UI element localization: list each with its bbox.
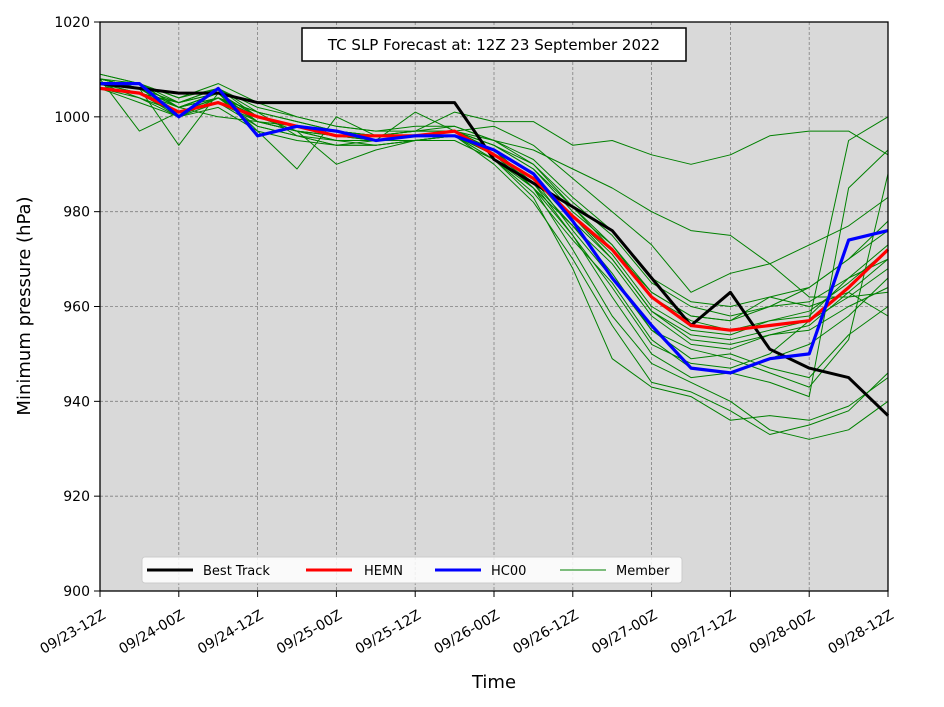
legend-label-member: Member [616, 564, 670, 579]
x-axis-label: Time [471, 672, 516, 693]
x-tick-label: 09/27-00Z [589, 607, 660, 657]
best-track-line [99, 82, 890, 417]
x-tick-label: 09/26-12Z [510, 607, 581, 657]
y-tick-label: 920 [63, 489, 90, 505]
legend: Best Track HEMN HC00 Member [141, 556, 683, 584]
hc00-line [100, 81, 889, 375]
member-line [99, 83, 889, 165]
x-tick-label: 09/24-12Z [195, 607, 266, 657]
y-tick-label: 1020 [54, 15, 90, 31]
member-line [99, 73, 889, 322]
legend-frame [141, 556, 683, 584]
x-tick-label: 09/25-00Z [274, 607, 345, 657]
x-tick-label: 09/27-12Z [668, 607, 739, 657]
y-tick-label: 1000 [54, 110, 90, 126]
y-tick-label: 980 [63, 205, 90, 221]
x-tick-label: 09/25-12Z [353, 607, 424, 657]
legend-label-hemn: HEMN [364, 564, 403, 579]
chart-title-box: TC SLP Forecast at: 12Z 23 September 202… [301, 27, 687, 62]
x-tick-label: 09/26-00Z [432, 607, 503, 657]
y-tick-label: 960 [63, 300, 90, 316]
chart-title: TC SLP Forecast at: 12Z 23 September 202… [327, 36, 660, 54]
x-tick-label: 09/28-12Z [826, 607, 897, 657]
legend-label-hc00: HC00 [491, 564, 526, 579]
y-tick-label: 900 [63, 584, 90, 600]
legend-label-best-track: Best Track [203, 564, 270, 579]
x-tick-label: 09/28-00Z [747, 607, 818, 657]
x-tick-label: 09/23-12Z [38, 607, 109, 657]
member-line [99, 87, 889, 435]
x-tick-label: 09/24-00Z [116, 607, 187, 657]
main-series [99, 81, 890, 417]
y-axis-label: Minimum pressure (hPa) [14, 196, 35, 415]
y-tick-label: 940 [63, 394, 90, 410]
title-frame [301, 27, 687, 62]
hemn-line [99, 86, 890, 332]
